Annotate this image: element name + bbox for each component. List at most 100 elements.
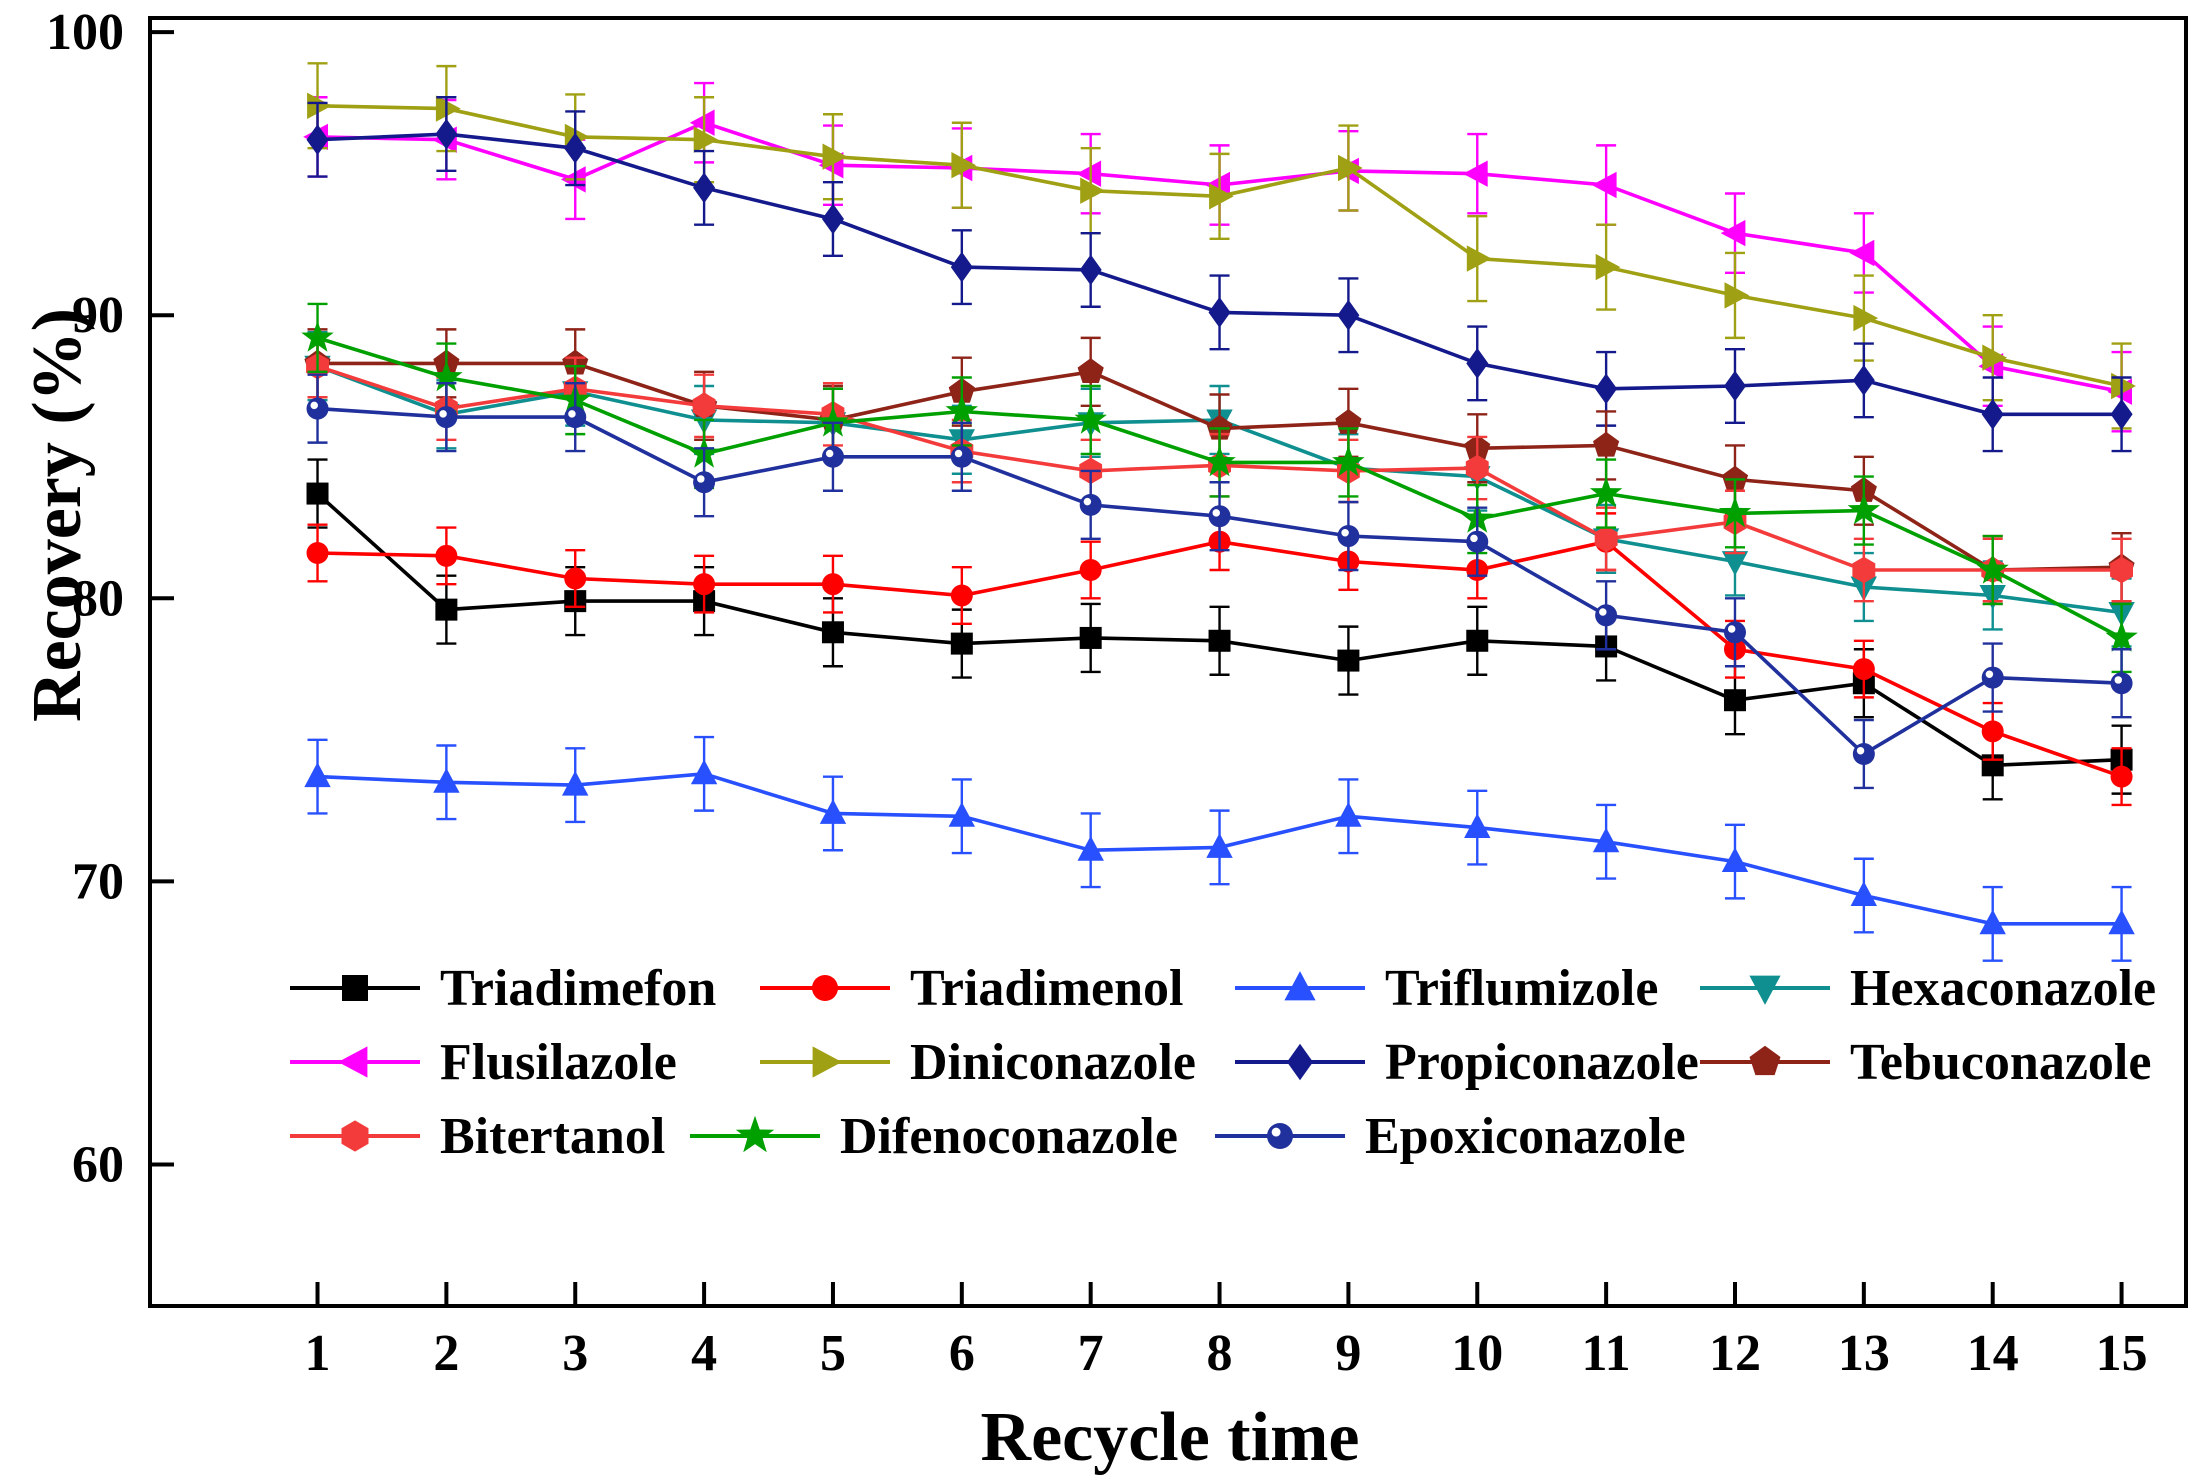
triangle-right-marker-icon [1466,245,1492,272]
tick-label: 14 [1967,1325,2019,1382]
triangle-up-marker-icon [1592,827,1620,853]
star-marker-icon [1203,445,1236,477]
triangle-down-marker-icon [1721,551,1749,576]
circle-dot-marker-icon [306,397,329,420]
square-marker-icon [435,598,458,621]
tick-label: 90 [72,287,124,344]
diamond-marker-icon [1852,364,1875,396]
triangle-left-marker-icon [689,109,715,136]
diamond-marker-icon [693,172,716,204]
tick-label: 13 [1838,1325,1890,1382]
tick-label: 80 [72,570,124,627]
circle-marker-icon [435,544,458,567]
triangle-down-marker-icon [1749,975,1781,1005]
circle-marker-icon [1981,720,2004,743]
triangle-right-marker-icon [1080,177,1105,204]
series-propiconazole [306,96,2133,453]
circle-dot-marker-icon [435,406,458,429]
tick-label: 5 [820,1325,846,1382]
circle-marker-icon [950,584,973,607]
triangle-up-marker-icon [304,762,331,788]
star-marker-icon [301,320,334,352]
triangle-right-marker-icon [1982,344,2007,371]
hexagon-marker-icon [1594,525,1618,553]
legend-label: Diniconazole [910,1034,1196,1091]
tick-label: 15 [2096,1325,2148,1382]
diamond-marker-icon [306,124,329,156]
circle-dot-marker-icon [950,445,973,468]
diamond-marker-icon [1079,254,1102,286]
triangle-left-marker-icon [1076,160,1102,187]
circle-dot-marker-icon [1079,493,1102,516]
diamond-marker-icon [435,118,458,150]
tick-label: 100 [46,4,124,61]
circle-dot-marker-icon [564,406,587,429]
hexagon-marker-icon [692,392,716,419]
triangle-up-marker-icon [1721,847,1749,872]
diamond-marker-icon [1287,1043,1313,1081]
tick-label: 12 [1709,1325,1761,1382]
triangle-right-marker-icon [693,126,719,153]
circle-marker-icon [1852,658,1875,681]
triangle-up-marker-icon [1206,833,1233,858]
square-marker-icon [306,482,329,505]
legend-entry-triadimenol: Triadimenol [760,960,1183,1017]
circle-dot-marker-icon [1595,604,1618,627]
triangle-up-marker-icon [1077,835,1104,861]
legend-entry-diniconazole: Diniconazole [760,1034,1196,1091]
circle-marker-icon [306,542,329,565]
legend-label: Tebuconazole [1850,1034,2151,1091]
triangle-up-marker-icon [1850,881,1877,906]
circle-dot-marker-icon [1337,525,1360,548]
star-marker-icon [1976,553,2009,584]
triangle-up-marker-icon [1464,813,1491,838]
star-marker-icon [1074,402,1107,434]
triangle-left-marker-icon [1463,160,1488,187]
hexagon-marker-icon [1465,454,1489,482]
legend-label: Triflumizole [1385,960,1658,1017]
diamond-marker-icon [1981,398,2004,430]
legend-label: Epoxiconazole [1365,1108,1686,1165]
square-marker-icon [1337,649,1360,672]
legend-entry-difenoconazole: Difenoconazole [690,1108,1178,1165]
circle-marker-icon [693,573,716,596]
tick-label: 2 [433,1325,459,1382]
square-marker-icon [950,632,973,655]
circle-dot-marker-icon [1852,743,1875,765]
legend-entry-bitertanol: Bitertanol [290,1108,665,1165]
circle-dot-marker-icon [1208,505,1231,528]
legend-entry-flusilazole: Flusilazole [290,1034,677,1091]
circle-dot-marker-icon [1267,1123,1293,1149]
x-axis-title: Recycle time [980,1399,1360,1476]
star-marker-icon [1847,493,1881,525]
pentagon-marker-icon [1749,1045,1781,1076]
triangle-right-marker-icon [812,1046,842,1078]
legend-entry-triflumizole: Triflumizole [1235,960,1658,1017]
tick-label: 70 [72,853,124,910]
star-marker-icon [430,360,463,392]
triangle-up-marker-icon [2108,909,2135,935]
star-marker-icon [735,1115,775,1153]
legend-label: Bitertanol [440,1108,665,1165]
triangle-right-marker-icon [435,95,461,122]
legend-entry-tebuconazole: Tebuconazole [1700,1034,2151,1091]
series-triflumizole [304,735,2135,962]
hexagon-marker-icon [1852,556,1876,584]
triangle-right-marker-icon [1853,304,1879,332]
diamond-marker-icon [1724,370,1746,402]
circle-marker-icon [564,567,587,590]
diamond-marker-icon [1337,299,1360,331]
legend-label: Difenoconazole [840,1108,1178,1165]
hexagon-marker-icon [341,1120,369,1152]
triangle-right-marker-icon [1595,253,1621,281]
circle-marker-icon [821,573,844,596]
square-marker-icon [342,975,368,1001]
legend-label: Hexaconazole [1850,960,2156,1017]
triangle-right-marker-icon [951,152,977,179]
circle-marker-icon [1079,559,1102,581]
square-marker-icon [1079,626,1102,649]
triangle-up-marker-icon [948,802,975,827]
triangle-up-marker-icon [1335,802,1362,827]
